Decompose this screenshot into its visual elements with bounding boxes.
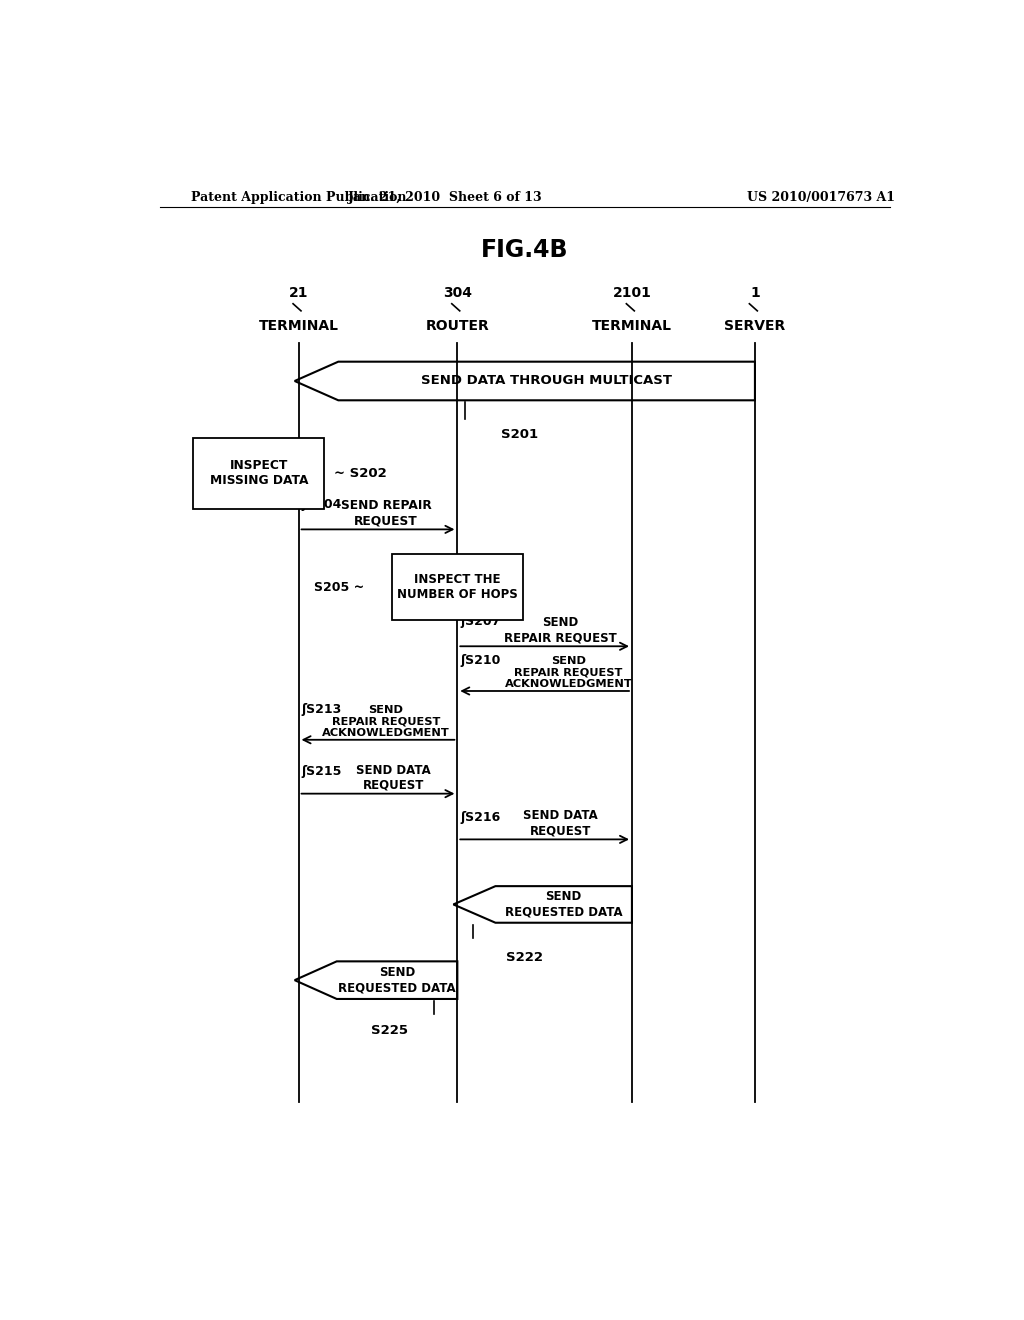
Text: SEND
REQUESTED DATA: SEND REQUESTED DATA xyxy=(338,966,456,994)
Text: S205 ~: S205 ~ xyxy=(314,581,365,594)
Text: S222: S222 xyxy=(506,952,544,964)
Text: ʃS216: ʃS216 xyxy=(461,810,501,824)
Text: SEND
REPAIR REQUEST: SEND REPAIR REQUEST xyxy=(504,616,616,644)
Text: ROUTER: ROUTER xyxy=(425,319,489,333)
Text: SEND
REQUESTED DATA: SEND REQUESTED DATA xyxy=(505,891,623,919)
Text: ~ S202: ~ S202 xyxy=(334,467,387,480)
Text: ʃS207: ʃS207 xyxy=(461,615,501,628)
Text: SEND
REPAIR REQUEST
ACKNOWLEDGMENT: SEND REPAIR REQUEST ACKNOWLEDGMENT xyxy=(322,705,450,738)
FancyBboxPatch shape xyxy=(392,554,523,620)
Text: SERVER: SERVER xyxy=(724,319,785,333)
Text: 21: 21 xyxy=(289,285,308,300)
Text: SEND DATA
REQUEST: SEND DATA REQUEST xyxy=(523,809,598,837)
Text: SEND REPAIR
REQUEST: SEND REPAIR REQUEST xyxy=(341,499,431,528)
Text: 2101: 2101 xyxy=(612,285,651,300)
Text: SEND
REPAIR REQUEST
ACKNOWLEDGMENT: SEND REPAIR REQUEST ACKNOWLEDGMENT xyxy=(505,656,633,689)
Text: Jan. 21, 2010  Sheet 6 of 13: Jan. 21, 2010 Sheet 6 of 13 xyxy=(348,190,543,203)
Text: S225: S225 xyxy=(372,1024,409,1038)
Text: SEND DATA
REQUEST: SEND DATA REQUEST xyxy=(356,763,431,792)
Text: S201: S201 xyxy=(501,428,539,441)
Text: Patent Application Publication: Patent Application Publication xyxy=(191,190,407,203)
Text: ʃS210: ʃS210 xyxy=(461,653,501,667)
FancyBboxPatch shape xyxy=(194,438,325,510)
Text: TERMINAL: TERMINAL xyxy=(259,319,339,333)
Text: SEND DATA THROUGH MULTICAST: SEND DATA THROUGH MULTICAST xyxy=(421,375,672,388)
Text: ʃS204: ʃS204 xyxy=(302,499,342,511)
Text: ʃS213: ʃS213 xyxy=(302,702,342,715)
Text: INSPECT
MISSING DATA: INSPECT MISSING DATA xyxy=(210,459,308,487)
Text: 1: 1 xyxy=(750,285,760,300)
Text: 304: 304 xyxy=(442,285,472,300)
Text: US 2010/0017673 A1: US 2010/0017673 A1 xyxy=(748,190,895,203)
Text: TERMINAL: TERMINAL xyxy=(592,319,672,333)
Text: INSPECT THE
NUMBER OF HOPS: INSPECT THE NUMBER OF HOPS xyxy=(397,573,518,602)
Text: ʃS215: ʃS215 xyxy=(302,764,342,777)
Text: FIG.4B: FIG.4B xyxy=(481,238,568,261)
